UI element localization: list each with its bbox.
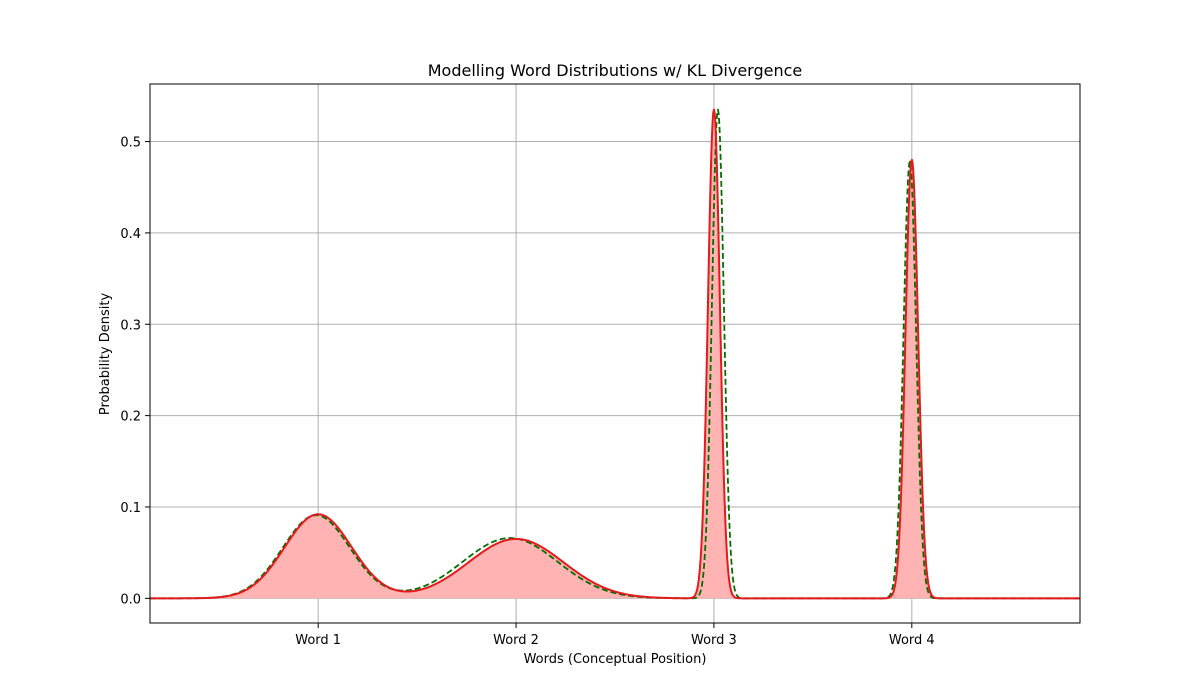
y-tick-label: 0.5 xyxy=(120,136,141,151)
series-line-solid xyxy=(149,108,1081,600)
series-lines xyxy=(149,108,1081,600)
x-tick-label: Word 2 xyxy=(493,633,539,648)
y-tick-label: 0.3 xyxy=(120,318,141,333)
x-tick-label: Word 1 xyxy=(295,633,341,648)
y-tick-label: 0.1 xyxy=(120,501,141,516)
x-tick-label: Word 4 xyxy=(889,633,935,648)
x-tick-label: Word 3 xyxy=(691,633,737,648)
y-tick-label: 0.4 xyxy=(120,227,141,242)
y-axis-label: Probability Density xyxy=(98,293,113,416)
x-axis-label: Words (Conceptual Position) xyxy=(524,652,707,667)
axis-ticks: Word 1 Word 2 Word 3 Word 4 0.0 0.1 0.2 0.3 0.4 0… xyxy=(120,136,934,648)
y-tick-label: 0.0 xyxy=(120,592,141,607)
plot-area-frame xyxy=(149,83,1081,624)
y-tick-label: 0.2 xyxy=(120,410,141,425)
chart-title: Modelling Word Distributions w/ KL Diver… xyxy=(428,61,803,80)
